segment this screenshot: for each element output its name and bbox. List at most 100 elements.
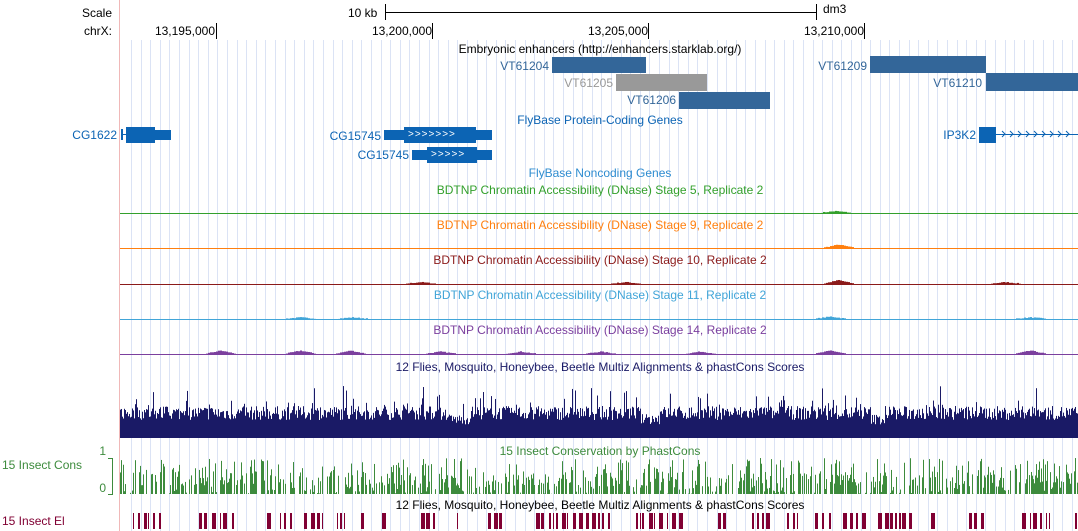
dnase-bump [310, 318, 312, 320]
multiz-bar [569, 413, 570, 438]
dnase-bump [833, 211, 835, 214]
multiz-bar [201, 409, 202, 438]
gene-exon[interactable] [404, 127, 476, 143]
gene-exon[interactable] [121, 129, 123, 140]
multiz-bar [673, 411, 674, 438]
gene-label[interactable]: IP3K2 [943, 128, 976, 142]
multiz-bar [930, 411, 931, 438]
multiz-bar [609, 407, 610, 438]
position-label: 13,195,000 [154, 24, 215, 38]
cons-bar [1026, 479, 1027, 494]
insect-cons-side-label[interactable]: 15 Insect Cons [2, 458, 83, 472]
dnase-bump [364, 318, 366, 320]
multiz-bar [164, 413, 165, 438]
multiz-bar [294, 403, 295, 438]
dnase-bump [1011, 282, 1013, 285]
gene-exon[interactable] [384, 130, 404, 140]
dnase-bump [820, 352, 822, 355]
gene-label[interactable]: CG1622 [72, 128, 117, 142]
enhancer-label[interactable]: VT61210 [933, 76, 982, 90]
cons-bar [753, 473, 754, 494]
dnase-bump [1034, 351, 1036, 355]
insect-el-side-label[interactable]: 15 Insect El [2, 514, 65, 528]
dnase-bump [210, 352, 212, 355]
multiz-bar [681, 411, 682, 438]
cons-bar [299, 476, 300, 494]
conserved-element [762, 513, 764, 529]
multiz-bar [426, 411, 427, 438]
dnase-bump [1042, 352, 1044, 355]
cons-bar [327, 476, 328, 494]
gene-exon[interactable] [427, 147, 477, 163]
multiz-bar [614, 407, 615, 438]
multiz-bar [606, 409, 607, 438]
multiz-bar [693, 413, 694, 438]
cons-bar [483, 472, 484, 494]
multiz-bar [343, 386, 344, 438]
enhancer-label[interactable]: VT61206 [627, 93, 676, 107]
gene-exon[interactable] [412, 150, 427, 160]
conserved-element [843, 513, 847, 529]
gene-label[interactable]: CG15745 [357, 148, 409, 162]
enhancer-feature[interactable] [616, 74, 707, 91]
conserved-element [304, 513, 307, 529]
enhancer-label[interactable]: VT61209 [818, 59, 867, 73]
dnase-bump [617, 282, 619, 285]
dnase-bump [216, 351, 218, 355]
dnase-bump [612, 353, 614, 355]
dnase-bump [214, 352, 216, 355]
enhancer-feature[interactable] [870, 56, 986, 73]
gene-exon[interactable] [477, 150, 492, 160]
dnase-bump [1040, 317, 1042, 320]
cons-bar [702, 486, 703, 494]
multiz-bar [806, 418, 807, 438]
gene-label[interactable]: CG15745 [329, 129, 381, 143]
cons-bar [250, 466, 251, 494]
dnase-bump [436, 351, 438, 355]
cons-bar [937, 472, 938, 494]
cons-bar [366, 484, 367, 494]
enhancer-label[interactable]: VT61205 [564, 76, 613, 90]
dnase-track-title: BDTNP Chromatin Accessibility (DNase) St… [433, 253, 767, 267]
cons-bar [1015, 465, 1016, 494]
multiz-bar [708, 406, 709, 438]
multiz-bar [960, 412, 961, 438]
multiz-bar [543, 413, 544, 438]
multiz-bar [954, 411, 955, 438]
multiz-bar [217, 416, 218, 438]
dnase-bump [1020, 318, 1022, 320]
gene-exon[interactable] [126, 127, 155, 143]
dnase-signal-baseline[interactable] [120, 319, 1078, 320]
dnase-bump [837, 211, 839, 214]
multiz-bar [711, 415, 712, 438]
dnase-signal-baseline[interactable] [120, 213, 1078, 214]
multiz-bar [1035, 415, 1036, 438]
cons-bar [271, 469, 272, 494]
gene-exon[interactable] [155, 130, 171, 140]
cons-bar [264, 480, 265, 494]
cons-bar [900, 489, 901, 494]
dnase-signal-baseline[interactable] [120, 248, 1078, 249]
multiz-bar [414, 412, 415, 438]
gene-exon[interactable] [979, 127, 996, 143]
cons-bar [998, 486, 999, 494]
enhancer-feature[interactable] [986, 73, 1078, 91]
gene-exon[interactable] [476, 130, 492, 140]
enhancer-feature[interactable] [679, 92, 770, 109]
multiz-bar [202, 410, 203, 438]
dnase-signal-baseline[interactable] [120, 284, 1078, 285]
cons-bar [689, 488, 690, 494]
cons-bar [348, 472, 349, 494]
multiz-bar [837, 419, 838, 438]
enhancer-feature[interactable] [552, 57, 646, 73]
multiz-bar [488, 410, 489, 438]
dnase-bump [288, 352, 290, 355]
multiz-bar [318, 410, 319, 438]
enhancer-label[interactable]: VT61204 [500, 59, 549, 73]
cons-bar [444, 482, 445, 494]
cons-bar [604, 469, 605, 494]
